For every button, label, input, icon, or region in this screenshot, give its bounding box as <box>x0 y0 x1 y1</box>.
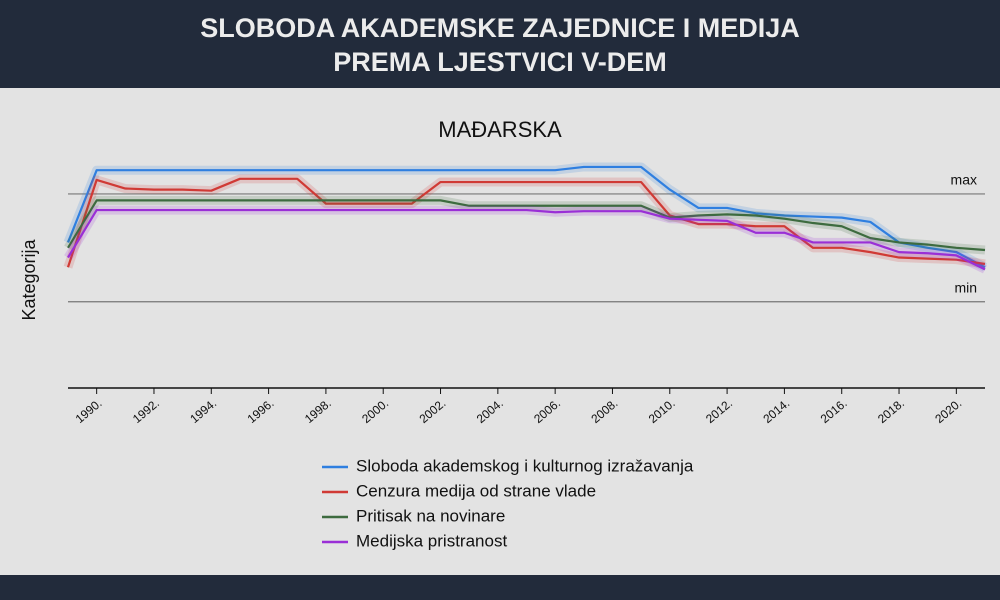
legend-label: Pritisak na novinare <box>356 506 505 525</box>
y-axis-label: Kategorija <box>19 238 39 320</box>
header-bar <box>0 0 1000 88</box>
legend-label: Cenzura medija od strane vlade <box>356 481 596 500</box>
y-tick-label: max <box>951 172 977 188</box>
legend-label: Sloboda akademskog i kulturnog izražavan… <box>356 456 694 475</box>
title-line: PREMA LJESTVICI V-DEM <box>333 47 667 77</box>
legend-label: Medijska pristranost <box>356 531 507 550</box>
series-line <box>66 165 986 269</box>
series-line <box>67 208 986 271</box>
series-line <box>67 199 986 252</box>
y-tick-label: min <box>954 279 977 295</box>
title-line: SLOBODA AKADEMSKE ZAJEDNICE I MEDIJA <box>200 13 800 43</box>
subtitle: MAĐARSKA <box>438 117 562 142</box>
series-line <box>66 177 986 268</box>
footer-bar <box>0 575 1000 600</box>
